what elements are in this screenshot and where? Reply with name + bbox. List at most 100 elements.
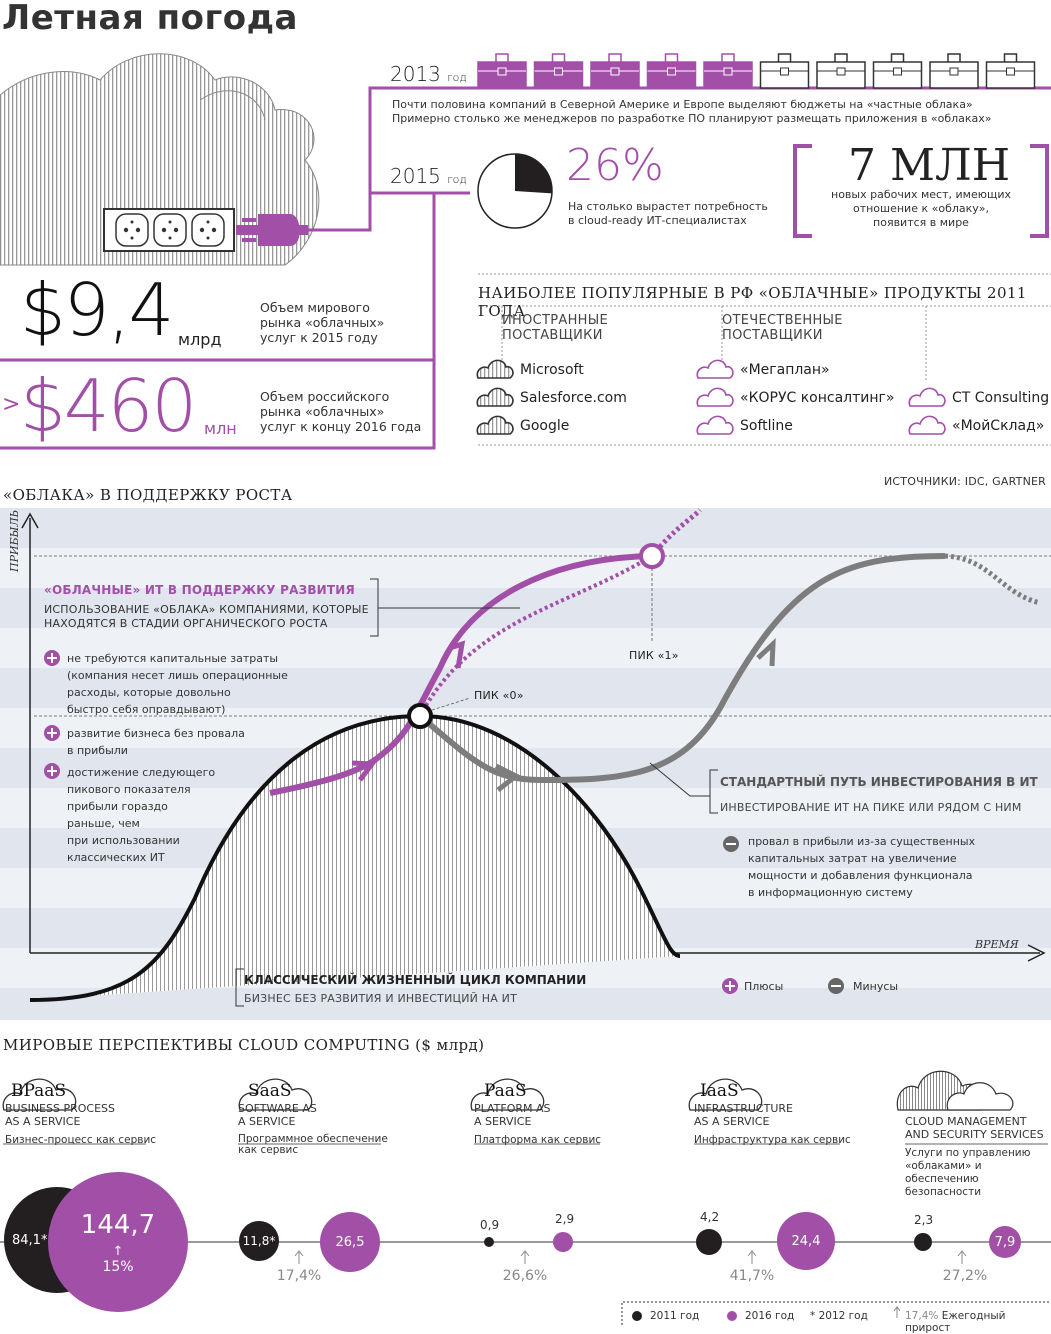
peak-1-label: ПИК «1» (629, 649, 679, 662)
briefcase-icon (759, 53, 810, 89)
value-460: $460 (20, 364, 197, 448)
perspectives-title: МИРОВЫЕ ПЕРСПЕКТИВЫ CLOUD COMPUTING ($ м… (3, 1036, 485, 1054)
power-strip-icon (103, 208, 235, 252)
paas-growth: 26,6% (502, 1268, 548, 1284)
peak-0-marker (407, 703, 433, 729)
iaas-growth: 41,7% (729, 1268, 775, 1284)
legend-2016-dot (727, 1311, 737, 1321)
cat-paas: PaaS PLATFORM AS A SERVICE Платформа как … (474, 1081, 602, 1147)
pie-slice (515, 154, 552, 194)
x-axis-label: ВРЕМЯ (975, 938, 1019, 951)
briefcase-row (477, 53, 1036, 89)
mln-desc: новых рабочих мест, имеющих отношение к «… (831, 188, 1011, 229)
domestic-header: ОТЕЧЕСТВЕННЫЕ ПОСТАВЩИКИ (722, 313, 843, 343)
vendor-korus: «КОРУС консалтинг» (740, 390, 895, 406)
vendor-salesforce: Salesforce.com (520, 390, 627, 406)
saas-2011-bubble: 11,8* (239, 1221, 279, 1261)
mln-7: 7 МЛН (848, 140, 1011, 191)
legend-frame (621, 1301, 1051, 1325)
peak-1-marker (639, 543, 665, 569)
briefcase-icon (646, 53, 697, 89)
iaas-2011-bubble (696, 1229, 722, 1255)
classic-curve (29, 713, 681, 1002)
briefcase-icon (816, 53, 866, 89)
growth-title: «ОБЛАКА» В ПОДДЕРЖКУ РОСТА (3, 486, 293, 504)
value-460-unit: млн (204, 419, 237, 438)
bpaas-growth: 15% (102, 1258, 134, 1275)
dotted-separators (478, 273, 1051, 446)
year-2013: 2013 год (390, 62, 467, 86)
top-graphics (0, 53, 1051, 450)
bpaas-2016-bubble: 144,7 ↑ 15% (48, 1172, 188, 1312)
saas-2016-bubble: 26,5 (320, 1212, 380, 1272)
cloud-icon (0, 53, 320, 266)
classic-sub: БИЗНЕС БЕЗ РАЗВИТИЯ И ИНВЕСТИЦИЙ НА ИТ (244, 992, 518, 1005)
cloud-icon (476, 359, 514, 379)
plus-icons (44, 650, 738, 994)
briefcase-icon (872, 53, 923, 89)
plus-3-text: достижение следующего пикового показателя… (67, 766, 216, 864)
year-2015: 2015 год (390, 164, 467, 188)
y-axis-label: ПРИБЫЛЬ (8, 509, 21, 572)
paas-2011-label: 0,9 (480, 1218, 500, 1232)
legend-growth: 17,4% Ежегодный прирост (905, 1310, 1006, 1334)
value-9-4-unit: млрд (178, 330, 222, 349)
legend-2016: 2016 год (745, 1310, 795, 1322)
value-460-desc: Объем российского рынка «облачных» услуг к… (260, 389, 422, 434)
saas-growth: 17,4% (276, 1268, 322, 1284)
legend-2012: * 2012 год (810, 1310, 868, 1322)
briefcase-icon (985, 53, 1036, 89)
minus-icons (723, 836, 844, 994)
cloud-icon (696, 387, 734, 407)
vendor-microsoft: Microsoft (520, 362, 584, 378)
legend-2011-dot (632, 1311, 642, 1321)
value-9-4-desc: Объем мирового рынка «облачных» услуг к 20… (260, 300, 385, 345)
iaas-2011-label: 4,2 (700, 1210, 720, 1224)
briefcase-icon (929, 53, 979, 89)
standard-decline (944, 553, 1041, 606)
cloud-icon (908, 415, 946, 435)
standard-path (418, 553, 946, 784)
classic-title: КЛАССИЧЕСКИЙ ЖИЗНЕННЫЙ ЦИКЛ КОМПАНИИ (244, 973, 587, 987)
cloud-icon (696, 415, 734, 435)
cloud-it-sub: ИСПОЛЬЗОВАНИЕ «ОБЛАКА» КОМПАНИЯМИ, КОТОР… (44, 603, 369, 630)
cloud-icon (476, 415, 514, 435)
cloud-icon (696, 359, 734, 379)
pct-26: 26% (566, 140, 664, 191)
label-brackets (235, 578, 718, 1007)
vendor-megaplan: «Мегаплан» (740, 362, 830, 378)
legend-plus: Плюсы (744, 980, 784, 993)
peak-0-label: ПИК «0» (474, 689, 524, 702)
plus-2-text: развитие бизнеса без провала в прибыли (67, 727, 245, 757)
cat-saas: SaaS SOFTWARE AS A SERVICE Программное об… (238, 1081, 388, 1156)
bracket-7mln (793, 144, 1049, 238)
briefcase-icon (590, 53, 640, 89)
cms-2011-bubble (914, 1233, 932, 1251)
cloud-alt-path (418, 561, 641, 717)
iaas-2016-bubble: 24,4 (777, 1212, 835, 1270)
foreign-header: ИНОСТРАННЫЕ ПОСТАВЩИКИ (502, 313, 609, 343)
cloud-icon (476, 387, 514, 407)
classic-hill-fill (30, 716, 680, 1000)
plus-1-text: не требуются капитальные затраты (компани… (67, 652, 288, 716)
cloud-path (269, 553, 653, 796)
page-title: Летная погода (2, 0, 298, 38)
popular-title: НАИБОЛЕЕ ПОПУЛЯРНЫЕ В РФ «ОБЛАЧНЫЕ» ПРОД… (478, 284, 1027, 320)
briefcase-icon (533, 53, 584, 89)
cat-bpaas: BPaaS BUSINESS PROCESS AS A SERVICE Бизне… (5, 1081, 157, 1147)
vendor-moysklad: «МойСклад» (952, 418, 1045, 434)
legend-growth-arrow (893, 1306, 901, 1318)
legend-2011: 2011 год (650, 1310, 700, 1322)
cat-cms: CLOUD MANAGEMENT AND SECURITY SERVICES Ус… (905, 1115, 1044, 1198)
cms-2011-label: 2,3 (914, 1213, 934, 1227)
value-9-4: $9,4 (20, 268, 174, 352)
std-path-title: СТАНДАРТНЫЙ ПУТЬ ИНВЕСТИРОВАНИЯ В ИТ (720, 775, 1038, 789)
note-2013: Почти половина компаний в Северной Амери… (392, 98, 992, 125)
pie-chart (477, 153, 553, 229)
paas-2011-bubble (484, 1237, 494, 1247)
value-460-prefix: > (2, 392, 21, 417)
vendor-google: Google (520, 418, 570, 434)
cms-2016-bubble: 7,9 (989, 1226, 1021, 1258)
growth-diagram (0, 508, 1051, 1020)
std-path-sub: ИНВЕСТИРОВАНИЕ ИТ НА ПИКЕ ИЛИ РЯДОМ С НИ… (720, 801, 1022, 814)
